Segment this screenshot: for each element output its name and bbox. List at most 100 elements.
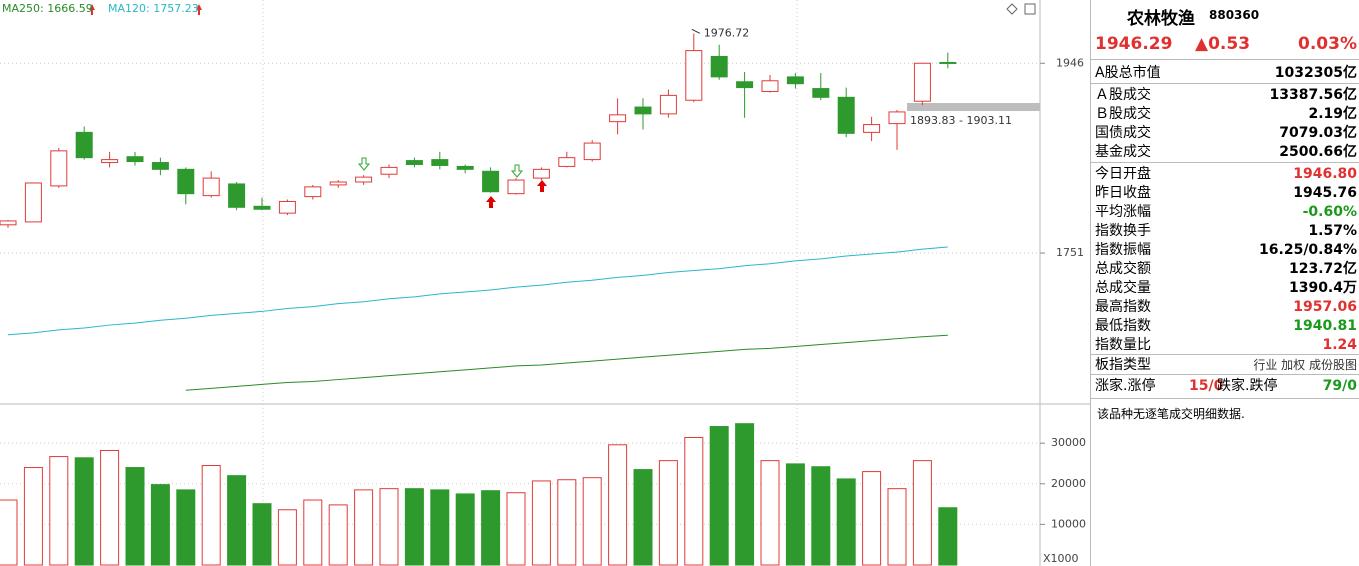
volume-bar [811, 466, 831, 566]
info-value: 2.19亿 [1308, 106, 1357, 122]
info-label: Ｂ股成交 [1095, 106, 1151, 122]
volume-bar [0, 499, 18, 566]
candle-body [558, 157, 576, 167]
breadth-value: 15/0 [1189, 378, 1224, 394]
legend-entry: MA250: 1666.59 [2, 2, 93, 15]
breadth-label: 跌家.跌停 [1217, 378, 1278, 394]
candle-body [913, 62, 931, 102]
candle-body [482, 170, 500, 193]
volume-bar [227, 475, 247, 566]
candle-body [101, 159, 119, 164]
volume-bar [836, 478, 856, 566]
separator [1091, 162, 1359, 163]
volume-bar [150, 484, 170, 566]
y-tick-label: 30000 [1051, 436, 1086, 449]
volume-bar [404, 488, 424, 566]
signal-arrow [357, 157, 371, 171]
info-row: 平均涨幅 -0.60% [1095, 203, 1357, 222]
info-row: 总成交量 1390.4万 [1095, 279, 1357, 298]
info-label: Ａ股成交 [1095, 87, 1151, 103]
candle-body [659, 94, 677, 115]
info-row: 最低指数 1940.81 [1095, 317, 1357, 336]
separator [1091, 83, 1359, 84]
legend-entry: MA120: 1757.23 [108, 2, 199, 15]
separator [1091, 398, 1359, 399]
volume-bar [912, 460, 932, 566]
volume-bar [354, 489, 374, 566]
info-value: 行业 加权 成份股图 [1253, 358, 1357, 372]
volume-bar [608, 444, 628, 566]
info-row: Ｂ股成交 2.19亿 [1095, 105, 1357, 124]
candle-body [812, 88, 830, 98]
info-value: 1.24 [1322, 337, 1357, 353]
info-value: 7079.03亿 [1279, 125, 1357, 141]
info-row: 板指类型 行业 加权 成份股图 [1095, 356, 1357, 375]
volume-bar [735, 423, 755, 566]
candle-body [888, 111, 906, 125]
info-label: 最高指数 [1095, 299, 1151, 315]
volume-bar [709, 426, 729, 566]
index-name: 农林牧渔 [1127, 9, 1195, 29]
info-label: 基金成交 [1095, 144, 1151, 160]
info-row: A股总市值 1032305亿 [1095, 64, 1357, 83]
info-label: 今日开盘 [1095, 166, 1151, 182]
volume-bar [506, 492, 526, 566]
candle-body [609, 114, 627, 123]
volume-bar [684, 436, 704, 566]
unit-label: X1000 [1043, 552, 1079, 565]
y-tick-label: 20000 [1051, 477, 1086, 490]
info-label: 平均涨幅 [1095, 204, 1151, 220]
candle-body [583, 142, 601, 161]
info-value: 123.72亿 [1288, 261, 1357, 277]
volume-bar [23, 467, 43, 566]
candle-body [253, 205, 271, 210]
volume-bar [328, 504, 348, 566]
signal-arrow [537, 180, 547, 192]
volume-bar [455, 493, 475, 566]
candle-body [202, 177, 220, 197]
annotation: 1893.83 - 1903.11 [910, 114, 1012, 127]
info-row: 昨日收盘 1945.76 [1095, 184, 1357, 203]
candle-body [151, 162, 169, 170]
volume-bar [582, 477, 602, 566]
toolbar-icon[interactable] [1006, 3, 1018, 15]
volume-bar [277, 509, 297, 566]
breadth-label: 涨家.涨停 [1095, 378, 1156, 394]
info-label: 国债成交 [1095, 125, 1151, 141]
y-tick-label: 1751 [1056, 246, 1084, 259]
info-row: 最高指数 1957.06 [1095, 298, 1357, 317]
candle-body [278, 200, 296, 214]
info-value: 1390.4万 [1288, 280, 1357, 296]
info-label: 总成交额 [1095, 261, 1151, 277]
toolbar-icon[interactable] [1024, 3, 1036, 15]
info-row: 今日开盘 1946.80 [1095, 165, 1357, 184]
info-value: 1.57% [1308, 223, 1357, 239]
info-value: 1945.76 [1293, 185, 1357, 201]
info-label: 板指类型 [1095, 357, 1151, 373]
candle-body [507, 179, 525, 195]
volume-bar [74, 457, 94, 566]
candle-body [532, 168, 550, 179]
volume-bar [658, 460, 678, 566]
index-code: 880360 [1209, 8, 1260, 22]
volume-bar [430, 489, 450, 566]
separator [1091, 59, 1359, 60]
note: 该品种无逐笔成交明细数据. [1097, 407, 1245, 421]
info-row: 指数振幅 16.25/0.84% [1095, 241, 1357, 260]
volume-bar [785, 463, 805, 566]
last-price: 1946.29 [1095, 34, 1173, 54]
candle-body [380, 166, 398, 175]
candle-body [75, 131, 93, 159]
candle-body [0, 220, 17, 226]
separator [1091, 374, 1359, 375]
volume-bar [252, 503, 272, 566]
price-change: ▲0.53 [1195, 34, 1251, 54]
info-value: 1032305亿 [1274, 65, 1357, 81]
candle-body [710, 55, 728, 78]
volume-bar [379, 488, 399, 566]
candle-body [355, 176, 373, 183]
info-label: 总成交量 [1095, 280, 1151, 296]
info-label: 指数换手 [1095, 223, 1151, 239]
candle-body [634, 106, 652, 115]
signal-arrow [510, 164, 524, 178]
